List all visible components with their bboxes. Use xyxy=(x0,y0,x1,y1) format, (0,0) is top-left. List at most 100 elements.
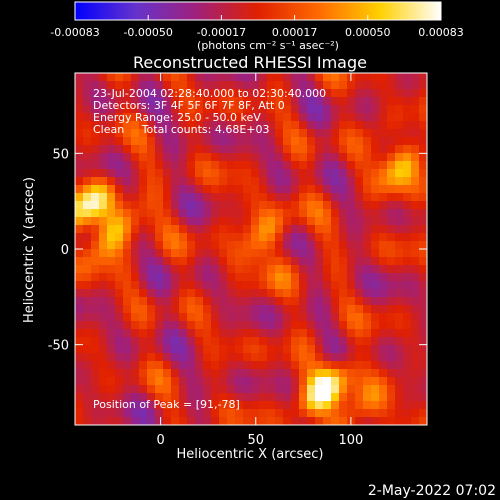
heatmap-cell xyxy=(91,241,100,250)
heatmap-cell xyxy=(403,385,412,394)
heatmap-cell xyxy=(371,281,380,290)
heatmap-cell xyxy=(187,209,196,218)
heatmap-cell xyxy=(259,393,268,402)
heatmap-cell xyxy=(123,337,132,346)
heatmap-cell xyxy=(331,209,340,218)
heatmap-cell xyxy=(363,81,372,90)
heatmap-cell xyxy=(283,153,292,162)
heatmap-cell xyxy=(347,145,356,154)
heatmap-cell xyxy=(187,409,196,418)
heatmap-cell xyxy=(243,121,252,130)
heatmap-cell xyxy=(75,113,84,122)
heatmap-cell xyxy=(307,97,316,106)
heatmap-cell xyxy=(339,129,348,138)
heatmap-cell xyxy=(227,297,236,306)
heatmap-cell xyxy=(155,185,164,194)
heatmap-cell xyxy=(131,145,140,154)
heatmap-cell xyxy=(363,273,372,282)
heatmap-cell xyxy=(83,97,92,106)
heatmap-cell xyxy=(211,105,220,114)
heatmap-cell xyxy=(179,137,188,146)
heatmap-cell xyxy=(419,281,427,290)
heatmap-cell xyxy=(371,321,380,330)
heatmap-cell xyxy=(171,345,180,354)
heatmap-cell xyxy=(115,113,124,122)
heatmap-cell xyxy=(411,217,420,226)
heatmap-cell xyxy=(147,105,156,114)
heatmap-cell xyxy=(411,201,420,210)
heatmap-cell xyxy=(291,281,300,290)
heatmap-cell xyxy=(243,273,252,282)
heatmap-cell xyxy=(139,345,148,354)
heatmap-cell xyxy=(347,113,356,122)
heatmap-cell xyxy=(379,145,388,154)
heatmap-cell xyxy=(339,337,348,346)
heatmap-cell xyxy=(363,145,372,154)
heatmap-cell xyxy=(411,257,420,266)
heatmap-cell xyxy=(387,113,396,122)
heatmap-cell xyxy=(355,113,364,122)
heatmap-cell xyxy=(235,305,244,314)
heatmap-cell xyxy=(323,417,332,425)
heatmap-cell xyxy=(331,369,340,378)
heatmap-cell xyxy=(355,265,364,274)
heatmap-cell xyxy=(195,345,204,354)
heatmap-cell xyxy=(139,369,148,378)
heatmap-cell xyxy=(363,121,372,130)
heatmap-cell xyxy=(403,329,412,338)
heatmap-cell xyxy=(83,345,92,354)
heatmap-cell xyxy=(323,409,332,418)
heatmap-cell xyxy=(139,249,148,258)
heatmap-cell xyxy=(275,345,284,354)
heatmap-cell xyxy=(155,369,164,378)
heatmap-cell xyxy=(123,417,132,425)
heatmap-cell xyxy=(363,337,372,346)
heatmap-cell xyxy=(267,193,276,202)
heatmap-cell xyxy=(379,281,388,290)
heatmap-cell xyxy=(259,161,268,170)
heatmap-cell xyxy=(139,273,148,282)
heatmap-cell xyxy=(403,393,412,402)
heatmap-cell xyxy=(123,105,132,114)
heatmap-cell xyxy=(347,121,356,130)
heatmap-cell xyxy=(267,105,276,114)
heatmap-cell xyxy=(211,297,220,306)
heatmap-cell xyxy=(275,417,284,425)
heatmap-cell xyxy=(291,289,300,298)
heatmap-cell xyxy=(419,97,427,106)
heatmap-cell xyxy=(155,113,164,122)
heatmap-cell xyxy=(155,273,164,282)
heatmap-cell xyxy=(227,217,236,226)
heatmap-cell xyxy=(227,369,236,378)
heatmap-cell xyxy=(259,289,268,298)
heatmap-cell xyxy=(251,273,260,282)
heatmap-cell xyxy=(283,73,292,82)
heatmap-cell xyxy=(91,177,100,186)
heatmap-cell xyxy=(251,369,260,378)
heatmap-cell xyxy=(371,169,380,178)
heatmap-cell xyxy=(387,137,396,146)
heatmap-cell xyxy=(339,241,348,250)
heatmap-cell xyxy=(75,289,84,298)
heatmap-cell xyxy=(387,265,396,274)
heatmap-cell xyxy=(219,185,228,194)
heatmap-cell xyxy=(315,225,324,234)
heatmap-cell xyxy=(235,217,244,226)
heatmap-cell xyxy=(315,161,324,170)
heatmap-cell xyxy=(315,145,324,154)
heatmap-cell xyxy=(203,409,212,418)
heatmap-cell xyxy=(227,361,236,370)
heatmap-cell xyxy=(259,113,268,122)
heatmap-cell xyxy=(91,153,100,162)
heatmap-cell xyxy=(267,313,276,322)
heatmap-cell xyxy=(195,369,204,378)
heatmap-cell xyxy=(83,265,92,274)
heatmap-cell xyxy=(131,97,140,106)
heatmap-cell xyxy=(155,73,164,82)
heatmap-cell xyxy=(387,385,396,394)
heatmap-cell xyxy=(203,233,212,242)
heatmap-cell xyxy=(339,193,348,202)
heatmap-cell xyxy=(347,345,356,354)
heatmap-cell xyxy=(123,161,132,170)
heatmap-cell xyxy=(275,169,284,178)
